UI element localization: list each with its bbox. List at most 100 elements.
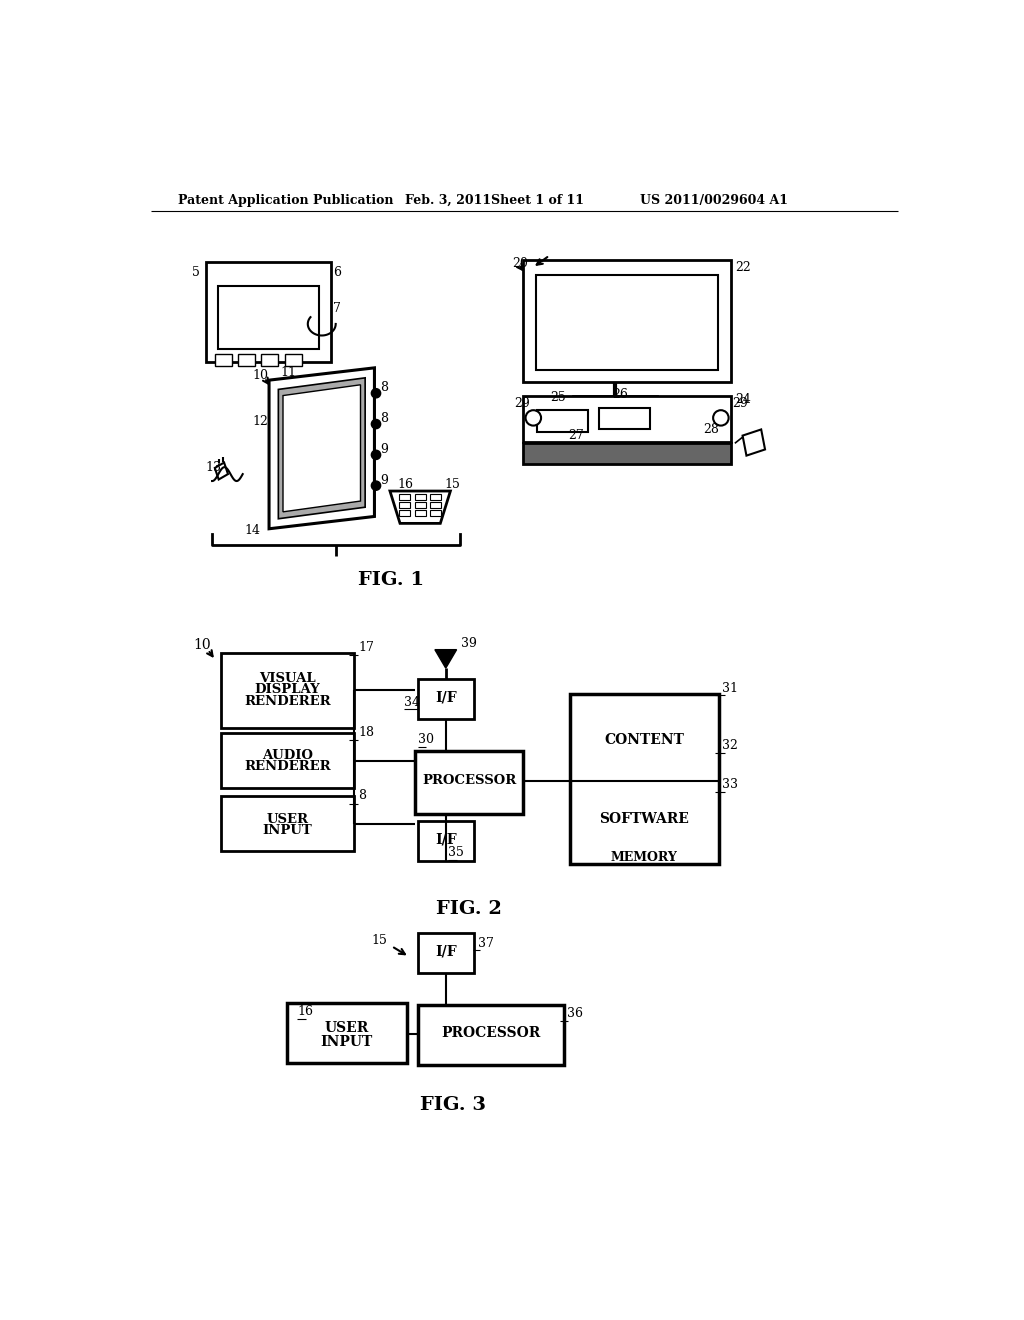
- Polygon shape: [435, 649, 457, 668]
- Text: 12: 12: [252, 416, 268, 428]
- Circle shape: [372, 420, 381, 429]
- Text: 27: 27: [568, 429, 584, 442]
- Bar: [418, 1006, 563, 1065]
- Bar: [287, 1003, 407, 1063]
- Text: USER: USER: [325, 1022, 369, 1035]
- Text: Patent Application Publication: Patent Application Publication: [178, 194, 394, 207]
- Text: 8: 8: [380, 412, 388, 425]
- Text: CONTENT: CONTENT: [604, 733, 684, 747]
- Text: 14: 14: [245, 524, 260, 537]
- Text: VISUAL: VISUAL: [259, 672, 316, 685]
- Polygon shape: [279, 378, 366, 519]
- Text: 29: 29: [732, 397, 748, 409]
- Text: 13: 13: [206, 462, 221, 474]
- Circle shape: [372, 388, 381, 397]
- Text: 26: 26: [612, 388, 629, 400]
- Bar: [285, 354, 302, 367]
- Text: 32: 32: [722, 739, 737, 751]
- Text: I/F: I/F: [435, 945, 457, 958]
- Circle shape: [372, 450, 381, 459]
- Text: 36: 36: [567, 1007, 584, 1019]
- Bar: [569, 693, 719, 865]
- Text: FIG. 1: FIG. 1: [358, 572, 425, 589]
- Text: Feb. 3, 2011: Feb. 3, 2011: [406, 194, 492, 207]
- Text: 17: 17: [358, 640, 374, 653]
- Bar: [399, 494, 410, 500]
- Text: 8: 8: [380, 381, 388, 395]
- Bar: [572, 396, 656, 407]
- Text: 35: 35: [449, 846, 464, 859]
- Bar: [538, 411, 588, 432]
- Polygon shape: [269, 368, 375, 529]
- Circle shape: [713, 411, 729, 425]
- Bar: [399, 510, 410, 516]
- Text: 37: 37: [478, 937, 495, 950]
- Text: 39: 39: [461, 638, 477, 649]
- Text: 9: 9: [380, 444, 388, 455]
- Text: 9: 9: [380, 474, 388, 487]
- Circle shape: [372, 480, 381, 490]
- Bar: [415, 502, 426, 508]
- Bar: [215, 354, 231, 367]
- Bar: [430, 494, 441, 500]
- Text: 25: 25: [550, 391, 566, 404]
- Polygon shape: [742, 429, 765, 455]
- Polygon shape: [390, 491, 451, 524]
- Bar: [415, 751, 523, 814]
- Bar: [415, 510, 426, 516]
- Text: RENDERER: RENDERER: [245, 694, 331, 708]
- Text: Sheet 1 of 11: Sheet 1 of 11: [490, 194, 584, 207]
- Text: 10: 10: [194, 638, 211, 652]
- Text: 6: 6: [334, 265, 341, 279]
- Polygon shape: [215, 462, 228, 479]
- Text: 7: 7: [334, 302, 341, 315]
- Text: 29: 29: [514, 397, 529, 409]
- Bar: [418, 933, 474, 973]
- Text: 24: 24: [735, 393, 751, 407]
- Bar: [206, 263, 331, 363]
- Text: PROCESSOR: PROCESSOR: [422, 774, 516, 787]
- Text: I/F: I/F: [435, 690, 457, 705]
- Text: 16: 16: [397, 478, 414, 491]
- Text: DISPLAY: DISPLAY: [255, 684, 321, 696]
- Bar: [599, 408, 649, 429]
- Bar: [537, 275, 718, 370]
- Text: FIG. 2: FIG. 2: [436, 900, 502, 919]
- Bar: [418, 678, 474, 719]
- Bar: [399, 502, 410, 508]
- Text: PROCESSOR: PROCESSOR: [441, 1026, 541, 1040]
- Circle shape: [525, 411, 541, 425]
- Text: 5: 5: [191, 265, 200, 279]
- Text: MEMORY: MEMORY: [610, 851, 678, 865]
- Text: RENDERER: RENDERER: [245, 760, 331, 774]
- Text: I/F: I/F: [435, 833, 457, 847]
- Text: 31: 31: [722, 681, 737, 694]
- Bar: [261, 354, 279, 367]
- Bar: [221, 733, 354, 788]
- Bar: [218, 286, 318, 350]
- Bar: [238, 354, 255, 367]
- Text: USER: USER: [266, 813, 308, 825]
- Bar: [418, 821, 474, 861]
- Polygon shape: [283, 385, 360, 512]
- Text: 20: 20: [512, 256, 528, 269]
- Text: 28: 28: [703, 422, 719, 436]
- Bar: [430, 510, 441, 516]
- Text: INPUT: INPUT: [263, 824, 312, 837]
- Bar: [523, 396, 731, 442]
- Bar: [221, 796, 354, 851]
- Bar: [415, 494, 426, 500]
- Bar: [523, 442, 731, 465]
- Text: AUDIO: AUDIO: [262, 748, 313, 762]
- Text: 15: 15: [444, 478, 460, 491]
- Text: 10: 10: [252, 370, 268, 381]
- Text: 15: 15: [372, 935, 387, 948]
- Text: 16: 16: [297, 1005, 313, 1018]
- Text: 18: 18: [358, 726, 374, 739]
- Text: 11: 11: [281, 366, 297, 379]
- Bar: [430, 502, 441, 508]
- Text: US 2011/0029604 A1: US 2011/0029604 A1: [640, 194, 787, 207]
- Text: SOFTWARE: SOFTWARE: [599, 812, 689, 826]
- Text: FIG. 3: FIG. 3: [421, 1097, 486, 1114]
- Text: 30: 30: [418, 733, 434, 746]
